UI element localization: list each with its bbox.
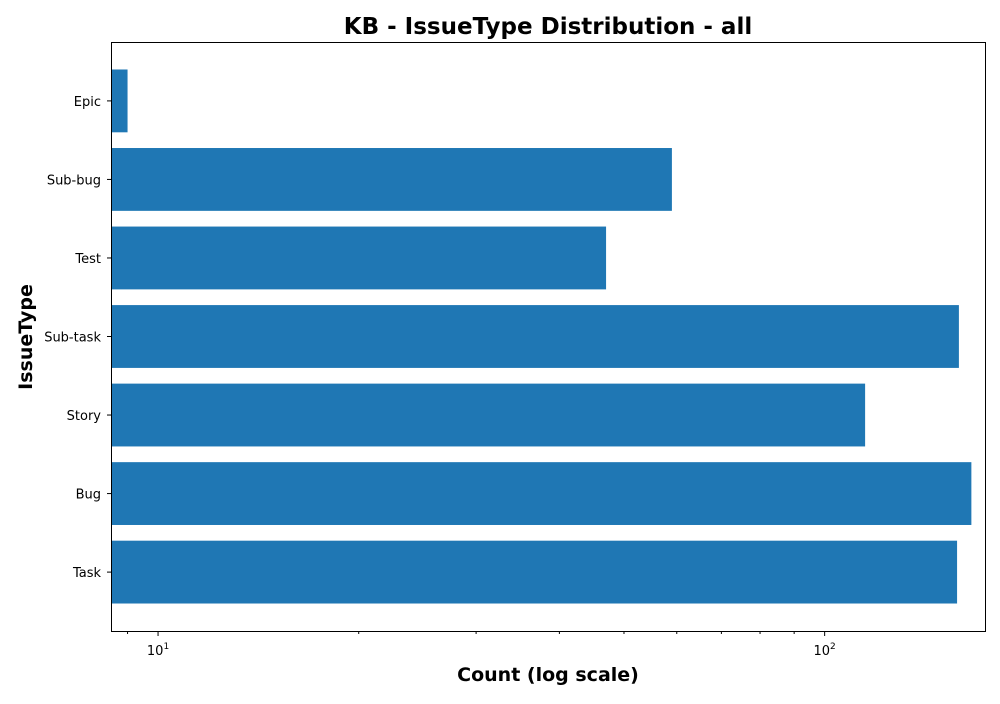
y-tick-label: Bug (76, 488, 101, 503)
bar-sub-task (111, 305, 959, 368)
y-tick-label: Sub-task (44, 331, 101, 346)
bar-test (111, 226, 607, 290)
y-tick-label: Sub-bug (47, 173, 101, 188)
bar-story (111, 383, 866, 447)
chart-title: KB - IssueType Distribution - all (344, 14, 752, 40)
bar-epic (111, 69, 128, 133)
x-axis-label: Count (log scale) (457, 664, 639, 686)
y-axis-label: IssueType (15, 284, 37, 390)
bar-task (111, 540, 958, 604)
y-axis-ticks: Epic Sub-bug Test Sub-task Story Bug Task (44, 95, 111, 581)
bar-sub-bug (111, 148, 672, 211)
y-tick-label: Epic (74, 95, 101, 110)
y-tick-label: Test (74, 252, 101, 267)
x-tick-label: 102 (814, 642, 836, 659)
y-tick-label: Task (72, 566, 102, 581)
x-axis-ticks: 101 102 (127, 631, 836, 659)
bars-group (111, 69, 972, 604)
x-tick-label: 101 (147, 642, 169, 659)
bar-bug (111, 462, 972, 525)
y-tick-label: Story (67, 409, 102, 424)
plot-frame (111, 42, 986, 632)
